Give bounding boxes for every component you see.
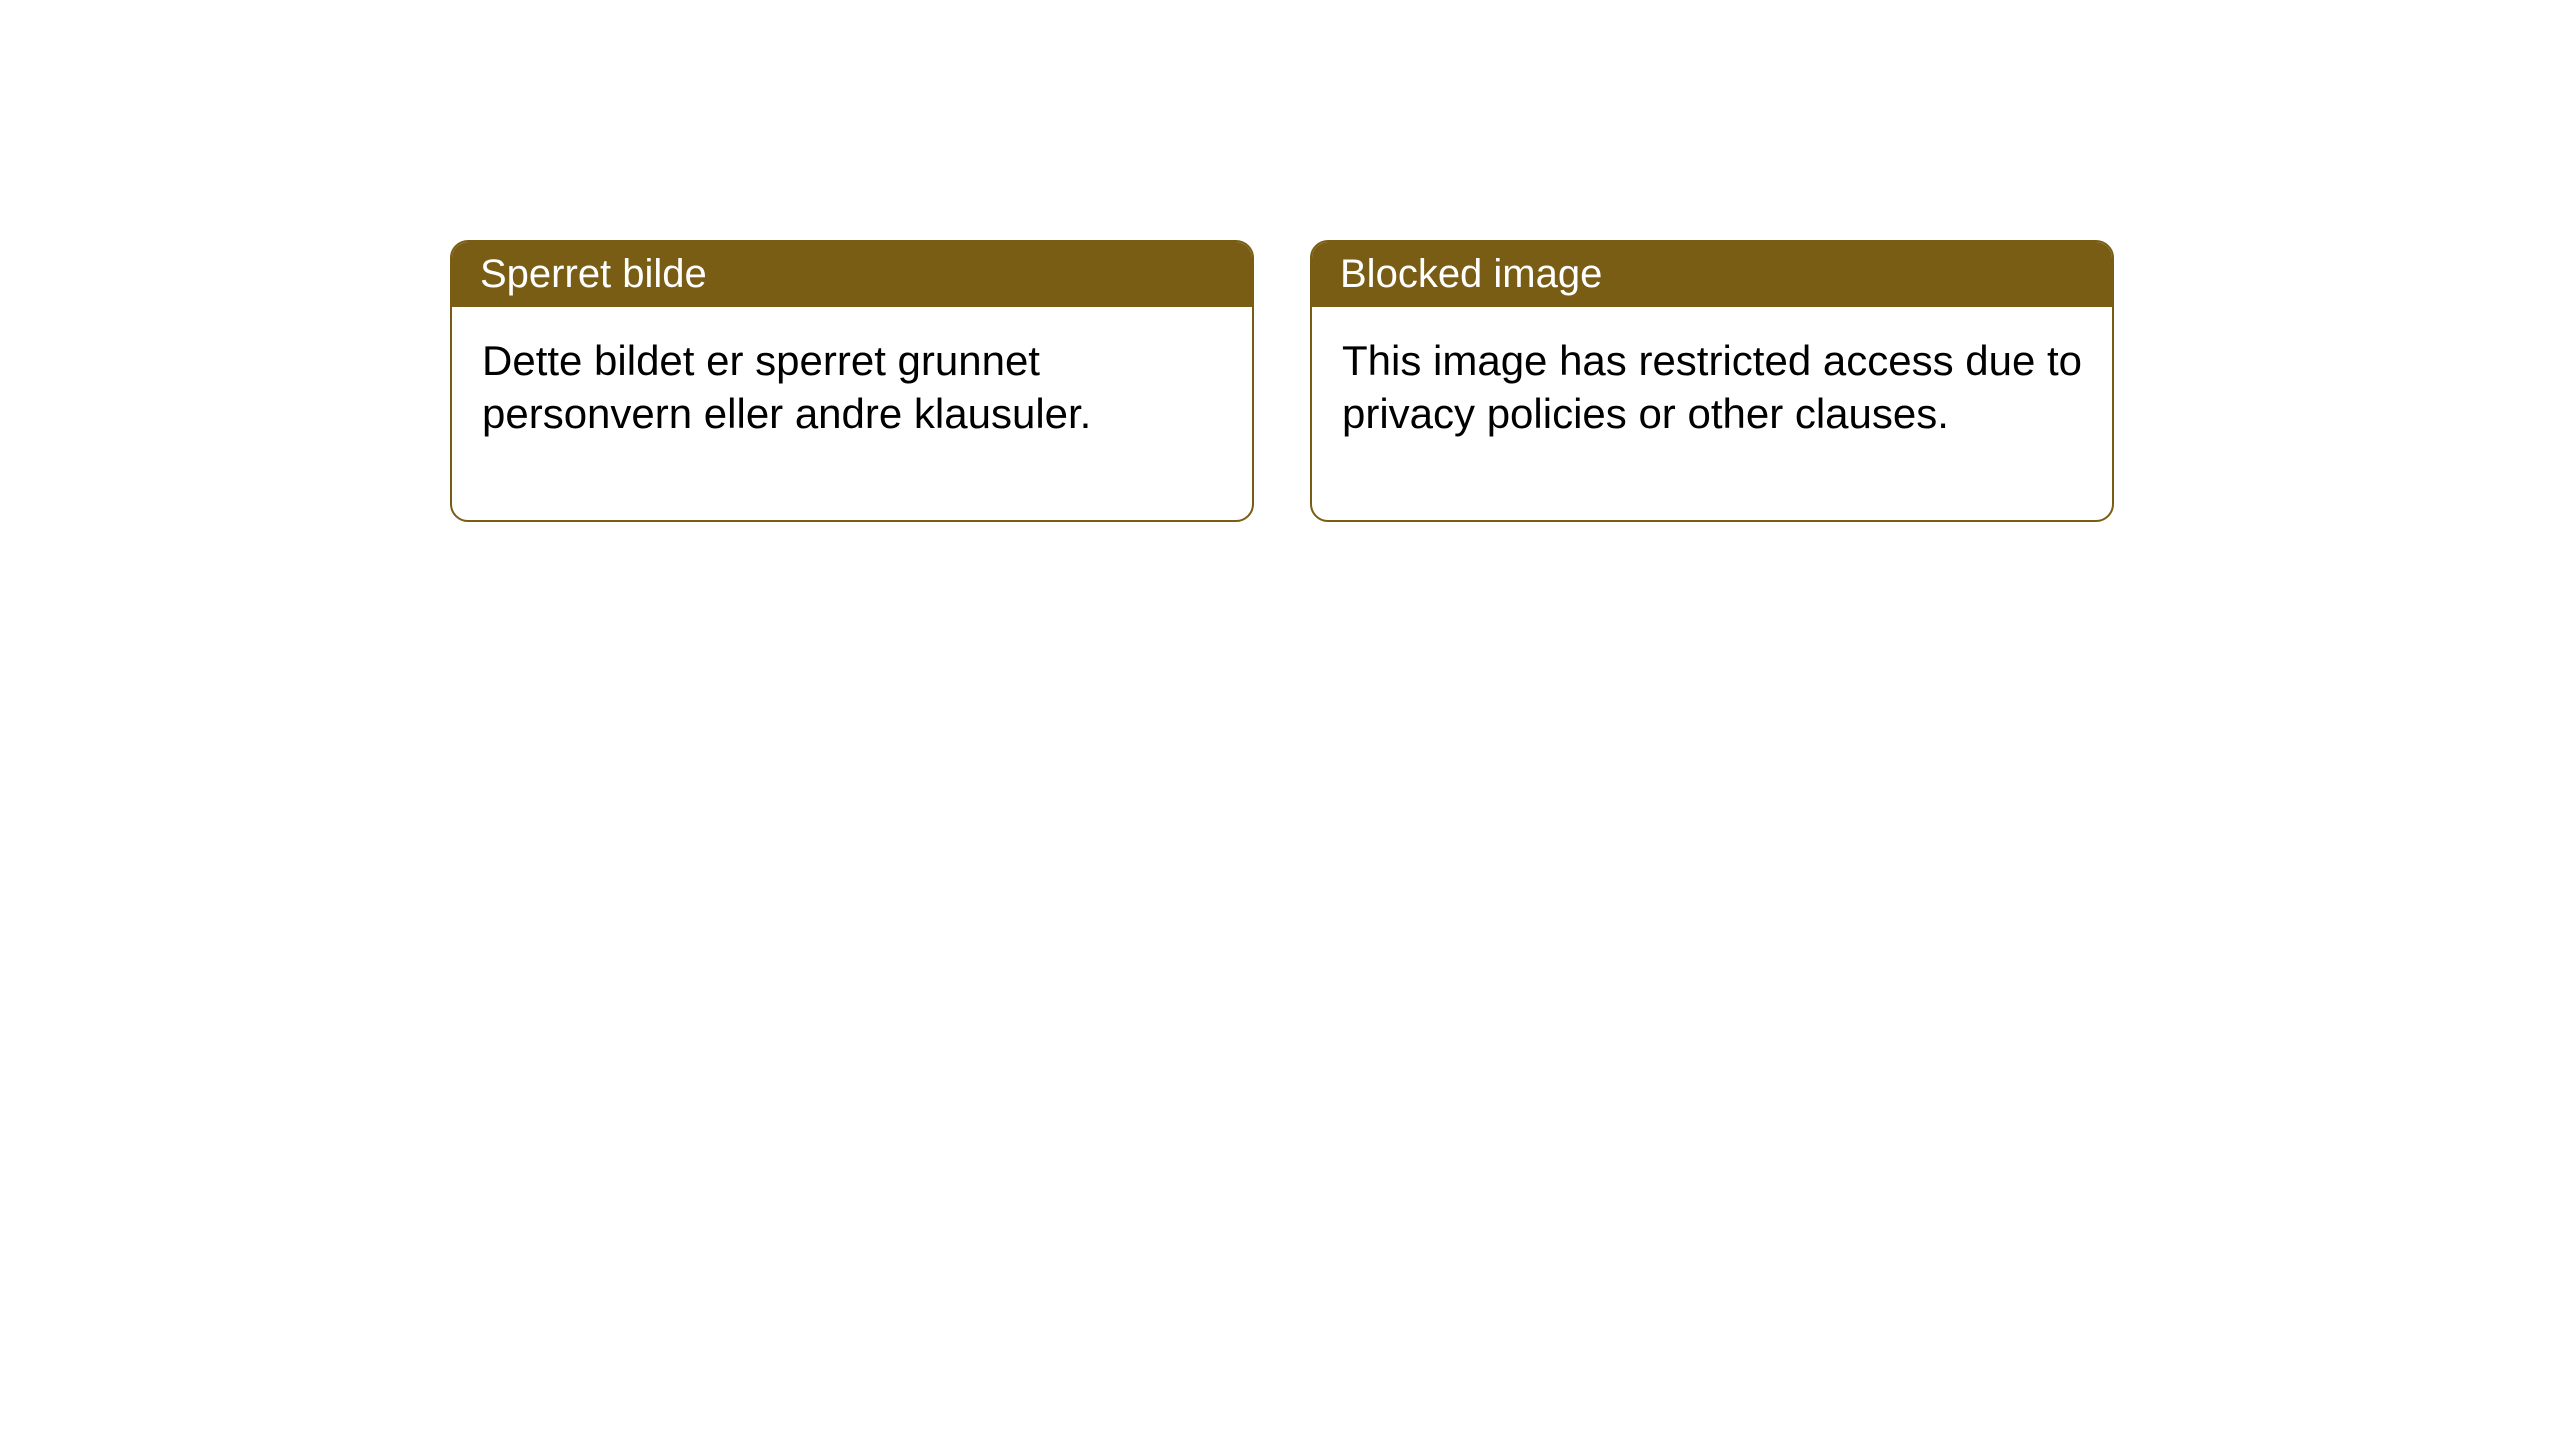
- notice-body-english: This image has restricted access due to …: [1312, 307, 2112, 520]
- notice-title-english: Blocked image: [1312, 242, 2112, 307]
- notice-card-english: Blocked image This image has restricted …: [1310, 240, 2114, 522]
- notice-title-norwegian: Sperret bilde: [452, 242, 1252, 307]
- notice-card-norwegian: Sperret bilde Dette bildet er sperret gr…: [450, 240, 1254, 522]
- notice-container: Sperret bilde Dette bildet er sperret gr…: [0, 0, 2560, 522]
- notice-body-norwegian: Dette bildet er sperret grunnet personve…: [452, 307, 1252, 520]
